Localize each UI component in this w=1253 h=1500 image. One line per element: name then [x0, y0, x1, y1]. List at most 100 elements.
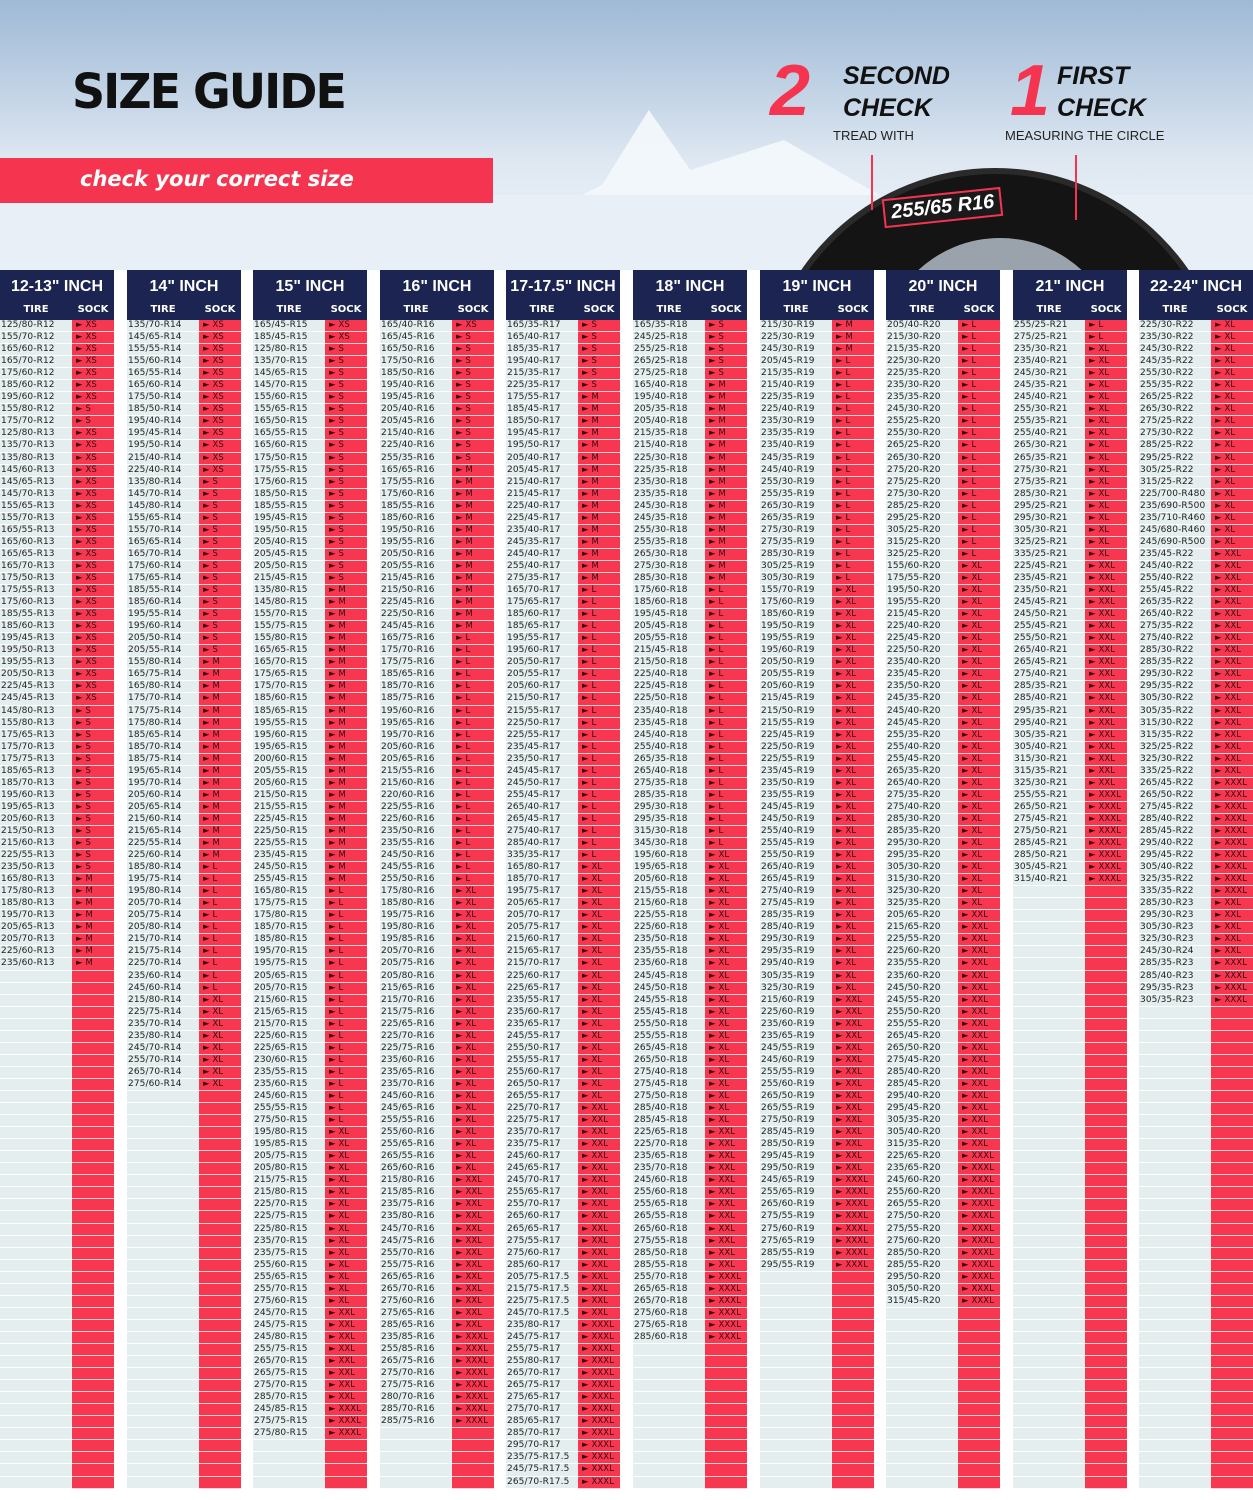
tire-size: 185/65-R13 — [0, 765, 72, 778]
tire-size: 245/680-R460 — [1139, 524, 1211, 537]
tire-header: TIRE — [909, 304, 935, 315]
sock-size-empty — [72, 1235, 114, 1248]
tire-size: 285/35-R18 — [633, 789, 705, 802]
sock-size: ► S — [199, 609, 241, 622]
tire-size: 275/70-R15 — [253, 1380, 325, 1393]
sock-size-empty — [958, 1343, 1000, 1357]
tire-size: 245/60-R20 — [886, 1175, 958, 1188]
table-row: 335/25-R22 ► XXL — [1139, 765, 1253, 778]
table-row: 235/85-R16 ► XXXL — [380, 1331, 494, 1344]
sock-size: ► XXXL — [1211, 850, 1253, 863]
tire-size: 255/40-R18 — [633, 741, 705, 754]
tire-size: 265/40-R17 — [506, 801, 578, 814]
table-row: 175/50-R14 ► XS — [127, 392, 241, 405]
table-row: 305/35-R22 ► XXL — [1139, 705, 1253, 718]
tire-size: 255/35-R16 — [380, 452, 452, 465]
tire-size: 275/20-R20 — [886, 464, 958, 477]
sock-size: ► L — [452, 705, 494, 718]
sock-size: ► XS — [72, 657, 114, 670]
sock-size: ► S — [452, 452, 494, 465]
table-row: 215/45-R19 ► XL — [760, 693, 874, 706]
sock-size: ► XL — [832, 741, 874, 754]
tire-size: 225/35-R18 — [633, 464, 705, 477]
tire-size: 255/60-R17 — [506, 1066, 578, 1079]
sock-size: ► XXXL — [452, 1416, 494, 1429]
tire-size: 235/30-R20 — [886, 380, 958, 393]
tire-size-empty — [1013, 898, 1085, 911]
tire-size: 255/25-R20 — [886, 416, 958, 429]
table-row: 175/60-R19 ► XL — [760, 597, 874, 610]
tire-size-empty — [127, 1428, 199, 1441]
table-row: 235/55-R19 ► XL — [760, 789, 874, 802]
table-row: 185/60-R17 ► L — [506, 609, 620, 622]
sock-size: ► S — [325, 440, 367, 453]
tire-size: 255/45-R21 — [1013, 621, 1085, 634]
sock-size: ► XXXL — [578, 1368, 620, 1381]
table-row: 275/40-R17 ► L — [506, 825, 620, 839]
sock-size: ► L — [325, 1115, 367, 1128]
tire-size-empty — [886, 1380, 958, 1393]
sock-size: ► M — [578, 392, 620, 405]
tire-size: 255/50-R19 — [760, 850, 832, 863]
tire-size: 275/40-R21 — [1013, 669, 1085, 682]
table-row: 265/65-R17 ► XXL — [506, 1223, 620, 1236]
tire-size: 195/55-R17 — [506, 633, 578, 646]
sock-size: ► XL — [578, 934, 620, 947]
empty-row — [380, 1464, 494, 1477]
sock-size-empty — [1211, 1356, 1253, 1369]
tire-size: 195/55-R20 — [886, 597, 958, 610]
sock-size-empty — [199, 1139, 241, 1152]
tire-size: 295/30-R18 — [633, 801, 705, 814]
sock-size-empty — [199, 1440, 241, 1453]
table-row: 185/45-R17 ► M — [506, 404, 620, 417]
sock-size: ► L — [325, 1066, 367, 1079]
sock-size: ► XXXL — [1085, 801, 1127, 814]
sock-size-empty — [958, 1476, 1000, 1489]
table-row: 225/60-R17 ► XL — [506, 970, 620, 983]
table-row: 165/35-R17 ► S — [506, 320, 620, 333]
tire-size: 255/70-R16 — [380, 1247, 452, 1260]
table-row: 225/60-R13 ► M — [0, 946, 114, 959]
table-row: 195/65-R16 ► L — [380, 717, 494, 730]
tire-size-empty — [127, 1139, 199, 1152]
tire-size: 195/50-R13 — [0, 645, 72, 658]
sock-size: ► XXL — [325, 1319, 367, 1332]
sock-size: ► L — [705, 789, 747, 802]
table-row: 175/70-R16 ► L — [380, 645, 494, 658]
tire-size: 275/55-R17 — [506, 1235, 578, 1248]
tire-size: 205/70-R13 — [0, 934, 72, 947]
table-row: 235/60-R18 ► XL — [633, 958, 747, 971]
table-row: 245/45-R20 ► XL — [886, 717, 1000, 730]
table-row: 255/85-R16 ► XXXL — [380, 1343, 494, 1357]
sock-size: ► XXL — [832, 1127, 874, 1140]
tire-size: 275/55-R18 — [633, 1235, 705, 1248]
table-row: 225/50-R16 ► M — [380, 609, 494, 622]
tire-size: 175/75-R16 — [380, 657, 452, 670]
sock-size-empty — [72, 1030, 114, 1043]
tire-size: 285/45-R20 — [886, 1078, 958, 1091]
table-row: 285/50-R19 ► XXL — [760, 1139, 874, 1152]
empty-row — [380, 1428, 494, 1441]
sock-size: ► XL — [705, 1091, 747, 1104]
empty-row — [1013, 970, 1127, 983]
table-row: 235/50-R19 ► XL — [760, 777, 874, 790]
table-row: 265/35-R21 ► XL — [1013, 452, 1127, 465]
table-row: 245/680-R460 ► XL — [1139, 524, 1253, 537]
tire-size: 235/55-R18 — [633, 946, 705, 959]
tire-size-empty — [760, 1428, 832, 1441]
table-row: 265/70-R17 ► XXXL — [506, 1368, 620, 1381]
sock-size: ► XL — [199, 1018, 241, 1031]
table-row: 265/65-R18 ► XXXL — [633, 1283, 747, 1296]
sock-size: ► XXL — [578, 1247, 620, 1260]
sock-size: ► XS — [325, 320, 367, 333]
sock-size: ► S — [705, 332, 747, 345]
empty-row — [127, 1139, 241, 1152]
tire-size: 175/70-R16 — [380, 645, 452, 658]
tire-size-empty — [0, 1199, 72, 1212]
tire-size: 215/55-R17 — [506, 705, 578, 718]
tire-size: 195/40-R17 — [506, 356, 578, 369]
tire-size-empty — [1013, 1018, 1085, 1031]
empty-row — [0, 1175, 114, 1188]
sock-size: ► XL — [578, 1042, 620, 1055]
sock-size: ► XXL — [958, 934, 1000, 947]
